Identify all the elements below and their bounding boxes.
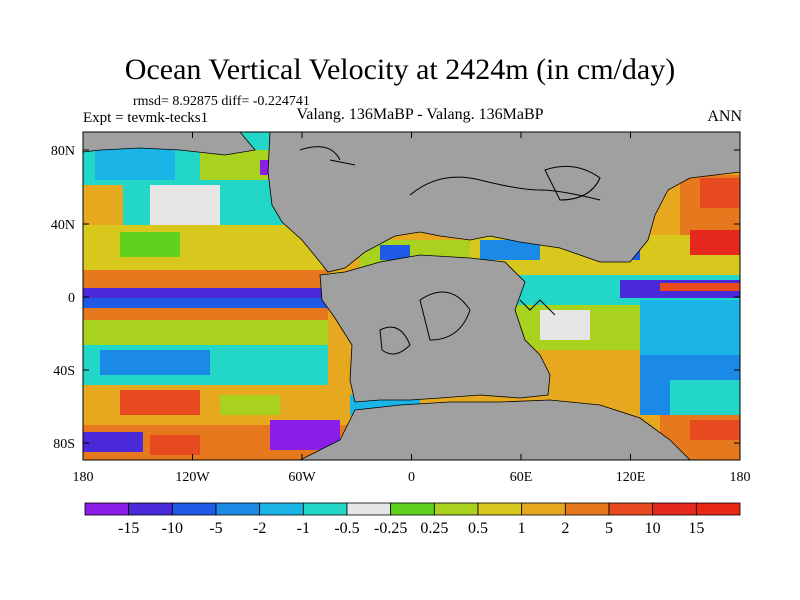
colorbar-label: 5 xyxy=(605,520,613,537)
lat-label: 80S xyxy=(53,437,75,452)
colorbar-swatch xyxy=(259,502,304,516)
colorbar-swatch xyxy=(564,502,610,516)
latitude-axis: 80N 40N 0 40S 80S xyxy=(51,144,740,452)
colorbar-swatch xyxy=(346,502,392,516)
lat-label: 40N xyxy=(51,218,75,233)
lon-label: 60E xyxy=(510,470,533,485)
colorbar-label: -1 xyxy=(297,520,310,537)
colorbar-swatch xyxy=(84,502,130,516)
colorbar-label: -2 xyxy=(253,520,266,537)
colorbar-swatch xyxy=(695,502,741,516)
lon-label: 180 xyxy=(730,470,751,485)
lat-label: 40S xyxy=(53,364,75,379)
season-label: ANN xyxy=(707,108,742,125)
longitude-axis: 180 120W 60W 0 60E 120E 180 xyxy=(73,132,751,485)
map-area xyxy=(83,132,740,460)
colorbar-swatch xyxy=(390,502,435,516)
colorbar-swatch xyxy=(608,502,654,516)
lat-label: 0 xyxy=(68,291,75,306)
colorbar: -15 -10 -5 -2 -1 -0.5 -0.25 0.25 0.5 1 2 5 10 15 xyxy=(84,502,741,537)
lat-label: 80N xyxy=(51,144,75,159)
lon-label: 60W xyxy=(288,470,316,485)
lon-label: 120W xyxy=(175,470,210,485)
colorbar-swatch xyxy=(477,502,523,516)
colorbar-label: 10 xyxy=(645,520,661,537)
map-title: Ocean Vertical Velocity at 2424m (in cm/… xyxy=(124,53,676,86)
comparison-label: Valang. 136MaBP - Valang. 136MaBP xyxy=(296,106,544,123)
colorbar-swatch xyxy=(433,502,479,516)
colorbar-swatch xyxy=(521,502,566,516)
lon-label: 0 xyxy=(408,470,415,485)
colorbar-swatch xyxy=(128,502,173,516)
colorbar-label: -15 xyxy=(118,520,139,537)
colorbar-label: 15 xyxy=(688,520,704,537)
colorbar-label: -0.5 xyxy=(334,520,359,537)
lon-label: 180 xyxy=(73,470,94,485)
coastlines xyxy=(299,146,601,355)
colorbar-label: 1 xyxy=(518,520,526,537)
rmsd-diff-text: rmsd= 8.92875 diff= -0.224741 xyxy=(133,94,310,109)
colorbar-label: -10 xyxy=(162,520,183,537)
colorbar-swatch xyxy=(302,502,348,516)
colorbar-label: 2 xyxy=(561,520,569,537)
colorbar-swatch xyxy=(171,502,217,516)
colorbar-label: 0.5 xyxy=(468,520,488,537)
land-masses xyxy=(83,132,740,460)
colorbar-label: -5 xyxy=(209,520,222,537)
colorbar-label: 0.25 xyxy=(420,520,448,537)
lon-label: 120E xyxy=(616,470,646,485)
colorbar-swatch xyxy=(215,502,261,516)
experiment-label: Expt = tevmk-tecks1 xyxy=(83,110,209,126)
colorbar-label: -0.25 xyxy=(374,520,407,537)
colorbar-swatch xyxy=(652,502,697,516)
